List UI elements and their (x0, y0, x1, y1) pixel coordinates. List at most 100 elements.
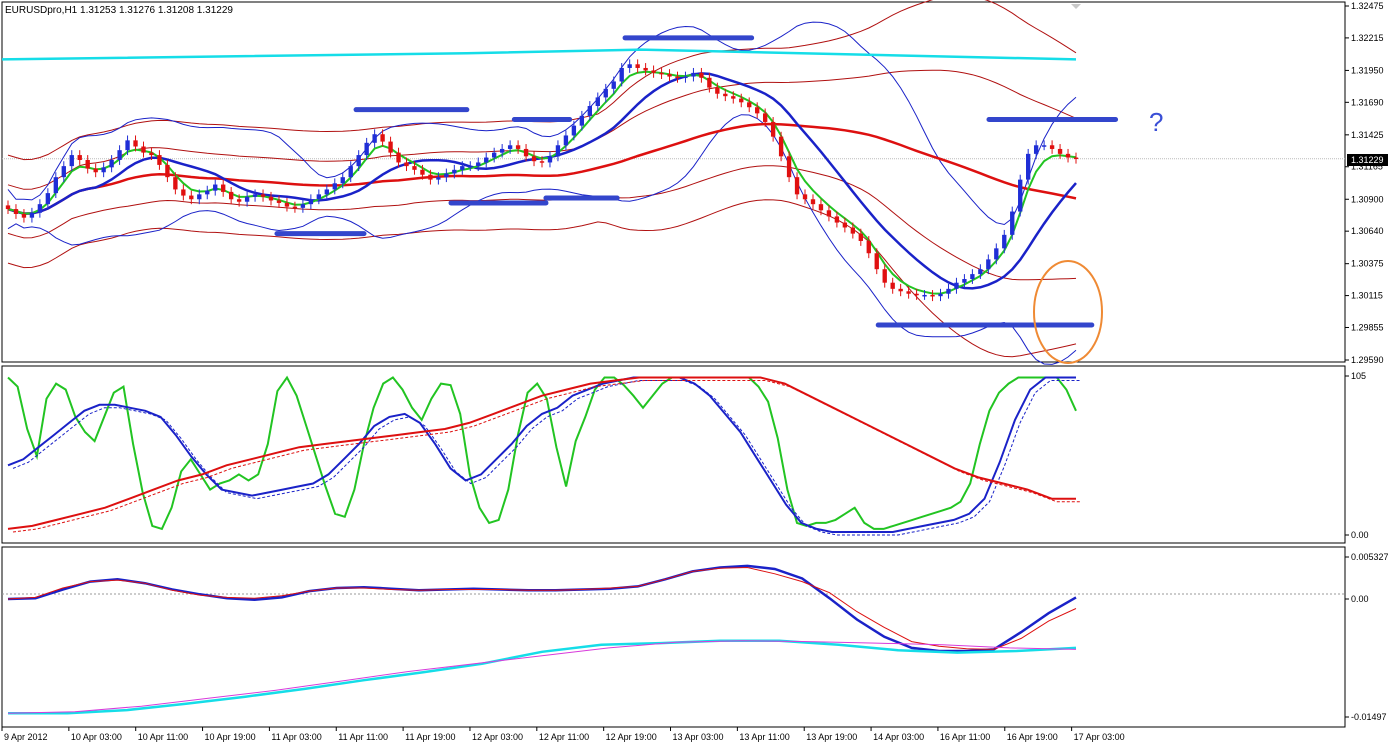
candle-body (284, 202, 290, 207)
time-tick: 11 Apr 19:00 (405, 732, 455, 742)
candle (388, 136, 393, 158)
candle (412, 161, 417, 175)
candle (1065, 148, 1071, 163)
cyan-trendline (1, 48, 1077, 61)
candle (125, 135, 130, 156)
time-tick: 10 Apr 11:00 (138, 732, 188, 742)
candle-body (133, 140, 138, 147)
candle (420, 164, 425, 180)
candle-body (858, 233, 863, 241)
time-tick: 13 Apr 11:00 (739, 732, 789, 742)
candle (651, 65, 656, 78)
candle (515, 140, 521, 154)
candle-body (348, 166, 353, 178)
question-annotation: ? (1149, 107, 1163, 137)
candle-body (890, 282, 895, 289)
y-axis-ticks: 1.32475 1.32215 1.31950 1.31690 1.31425 1.311… (1345, 1, 1388, 722)
price-tick: 1.31690 (1351, 97, 1384, 107)
candle-body (388, 141, 393, 153)
candle (611, 76, 616, 94)
candle (348, 161, 353, 183)
candle-body (930, 294, 935, 297)
candle (300, 199, 306, 213)
candle-body (603, 88, 608, 98)
candle (1018, 174, 1023, 217)
candle-body (563, 135, 569, 146)
candle-body (866, 240, 871, 254)
candle (93, 163, 98, 178)
candle (587, 101, 592, 121)
candle (316, 189, 322, 205)
candle (890, 277, 895, 294)
candle-body (29, 212, 35, 218)
candle (635, 59, 640, 73)
time-tick: 10 Apr 19:00 (205, 732, 256, 742)
red-stochastic-line (7, 376, 1076, 530)
candle-body (914, 293, 919, 296)
candle (643, 63, 648, 76)
bollinger-upper (7, 21, 1077, 226)
mid-band-lower (7, 165, 1077, 281)
candle-body (53, 177, 58, 194)
candle (563, 130, 569, 151)
candle (739, 93, 744, 108)
candle (531, 151, 537, 167)
candle-body (946, 288, 951, 294)
candle (428, 169, 433, 185)
candle (882, 264, 887, 288)
candle-body (938, 293, 943, 297)
slow-moving-average (7, 122, 1077, 215)
candle (994, 243, 999, 265)
price-tick: 1.32475 (1351, 1, 1384, 11)
candle (707, 72, 712, 93)
candle (308, 194, 314, 210)
candle-body (205, 190, 210, 195)
candle (141, 141, 146, 158)
candle (946, 283, 951, 299)
candle (603, 83, 608, 103)
candle-body (213, 184, 218, 191)
candle (228, 186, 234, 205)
candle-body (380, 134, 385, 142)
scroll-marker-icon[interactable] (1071, 4, 1081, 9)
time-tick: 12 Apr 11:00 (539, 732, 589, 742)
candle (181, 184, 186, 201)
candle (213, 179, 218, 196)
candle (436, 172, 441, 185)
candle (205, 185, 210, 200)
candle (37, 199, 43, 218)
candle-body (874, 253, 879, 270)
candle (922, 290, 927, 300)
candle-body (364, 142, 369, 156)
candle (691, 67, 696, 82)
candle (244, 191, 250, 207)
candle (667, 69, 672, 82)
candle (499, 144, 505, 158)
candle (930, 290, 935, 302)
highlight-ellipse (1033, 260, 1103, 364)
time-tick: 13 Apr 19:00 (806, 732, 857, 742)
support-resistance-levels (274, 35, 1119, 328)
candle-body (181, 189, 186, 196)
stochastic-panel-frame (1, 365, 1346, 544)
candle (324, 184, 329, 200)
candle (778, 131, 784, 162)
candle-body (555, 145, 561, 157)
candle-body (484, 157, 489, 163)
candle-body (149, 152, 154, 156)
candle-body (627, 64, 632, 68)
candle-body (189, 195, 194, 200)
candle (356, 150, 361, 172)
candle (954, 277, 959, 294)
candle (492, 147, 497, 163)
candle (794, 172, 800, 200)
candle (1049, 140, 1055, 154)
candle-body (228, 191, 234, 200)
candle-body (468, 166, 473, 168)
candle-body (906, 291, 911, 294)
candle-body (834, 216, 840, 223)
candle (539, 156, 545, 168)
candle-body (260, 194, 266, 197)
